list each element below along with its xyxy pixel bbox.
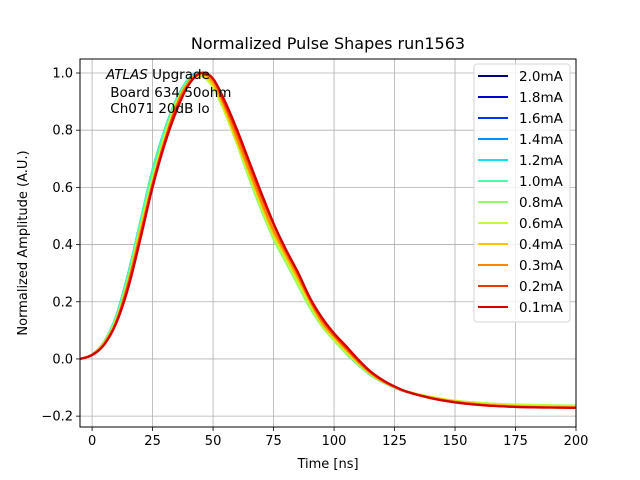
legend-item: 0.6mA [478, 216, 564, 232]
x-tick-label: 100 [322, 434, 347, 449]
annotation-atlas: ATLAS [105, 67, 148, 83]
legend-label: 0.6mA [519, 216, 564, 232]
y-tick-label: 0.2 [52, 295, 73, 310]
legend-item: 0.1mA [478, 300, 564, 316]
legend-item: 0.4mA [478, 237, 564, 253]
y-axis-label: Normalized Amplitude (A.U.) [16, 150, 31, 335]
series-line-0.1mA [80, 71, 576, 409]
annotation-line-1: ATLAS Upgrade [105, 67, 210, 83]
legend-label: 1.2mA [519, 153, 564, 169]
legend-label: 0.1mA [519, 300, 564, 316]
legend-label: 1.0mA [519, 174, 564, 190]
axis-ticks: 0 25 50 75 100 125 150 175 200 −0.2 0.0 0.2 0.4 0.6 0.… [41, 67, 588, 449]
x-tick-label: 200 [564, 434, 589, 449]
atlas-annotation: ATLAS Upgrade Board 634 50ohm Ch071 20dB… [105, 67, 231, 117]
legend-label: 1.4mA [519, 132, 564, 148]
legend-label: 0.8mA [519, 195, 564, 211]
x-axis-label: Time [ns] [296, 457, 358, 472]
legend-item: 1.2mA [478, 153, 564, 169]
legend-item: 1.0mA [478, 174, 564, 190]
annotation-line-2: Board 634 50ohm [106, 85, 231, 101]
y-tick-label: 0.4 [52, 238, 73, 253]
x-tick-label: 0 [88, 434, 96, 449]
y-tick-label: 0.6 [52, 181, 73, 196]
legend-item: 1.4mA [478, 132, 564, 148]
legend-label: 0.2mA [519, 279, 564, 295]
legend: 2.0mA 1.8mA 1.6mA 1.4mA 1.2mA 1.0mA 0.8mA 0.6mA… [473, 63, 571, 323]
x-tick-label: 150 [443, 434, 468, 449]
y-tick-label: 0.8 [52, 124, 73, 139]
legend-item: 1.6mA [478, 111, 564, 127]
y-tick-label: −0.2 [41, 410, 73, 425]
x-tick-label: 25 [144, 434, 161, 449]
annotation-line-3: Ch071 20dB lo [106, 101, 210, 117]
annotation-upgrade: Upgrade [148, 67, 210, 83]
legend-item: 1.8mA [478, 90, 564, 106]
legend-item: 0.2mA [478, 279, 564, 295]
legend-box [473, 63, 571, 323]
x-tick-label: 175 [503, 434, 528, 449]
chart-title: Normalized Pulse Shapes run1563 [191, 34, 465, 53]
x-tick-label: 75 [265, 434, 282, 449]
legend-item: 0.8mA [478, 195, 564, 211]
legend-label: 1.6mA [519, 111, 564, 127]
x-tick-label: 125 [382, 434, 407, 449]
plot-frame [79, 58, 577, 428]
legend-item: 0.3mA [478, 258, 564, 274]
legend-label: 0.3mA [519, 258, 564, 274]
legend-label: 0.4mA [519, 237, 564, 253]
legend-item: 2.0mA [478, 69, 564, 85]
series-lines [80, 71, 576, 409]
legend-label: 2.0mA [519, 69, 564, 85]
x-tick-label: 50 [205, 434, 222, 449]
y-tick-label: 1.0 [52, 67, 73, 82]
legend-label: 1.8mA [519, 90, 564, 106]
y-tick-label: 0.0 [52, 352, 73, 367]
